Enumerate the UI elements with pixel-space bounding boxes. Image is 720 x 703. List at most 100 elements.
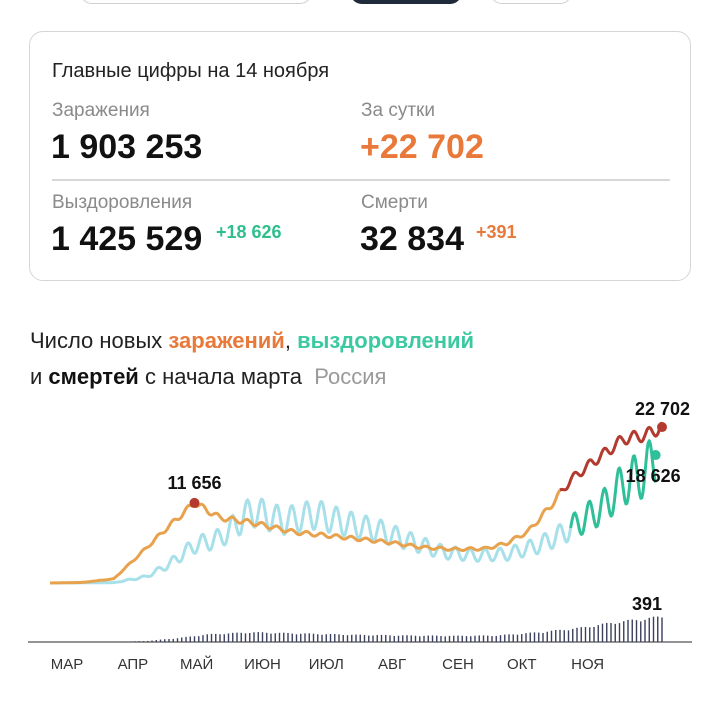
- deaths-bar: [644, 619, 646, 642]
- deaths-bar: [393, 635, 395, 642]
- deaths-bar: [610, 623, 612, 642]
- deaths-bar: [410, 635, 412, 642]
- deaths-last-label: 391: [632, 594, 662, 614]
- deaths-bar: [210, 633, 213, 642]
- deaths-bar: [533, 632, 536, 642]
- deaths-bar: [249, 633, 251, 642]
- deaths-bar: [580, 627, 582, 642]
- deaths-bar: [550, 630, 553, 642]
- deaths-bar: [487, 635, 489, 642]
- deaths-bar: [431, 635, 434, 642]
- deaths-bar: [198, 636, 200, 642]
- deaths-bar: [478, 635, 480, 642]
- recoveries-delta: +18 626: [216, 222, 282, 242]
- deaths-bar: [202, 635, 204, 642]
- headline-text-1: Число новых: [30, 328, 169, 353]
- infections-line-recent: [559, 421, 664, 492]
- deaths-bar: [631, 619, 633, 642]
- deaths-bar: [380, 634, 383, 642]
- deaths-bar: [601, 623, 604, 642]
- deaths-bar: [181, 637, 183, 642]
- deaths-bar: [525, 633, 527, 642]
- infections-marker: [189, 497, 200, 508]
- deaths-bar: [130, 641, 132, 642]
- x-tick-label: МАЙ: [180, 655, 213, 673]
- deaths-bar: [640, 621, 642, 642]
- deaths-bar: [321, 634, 323, 642]
- infections-marker: [657, 422, 667, 433]
- deaths-bar: [419, 636, 421, 642]
- covid-chart: 11 656 22 702 18 626 391 МАР АПР МАЙ ИЮН ИЮЛ АВГ…: [28, 399, 692, 673]
- deaths-bar: [363, 634, 366, 642]
- deaths-bar: [584, 626, 587, 642]
- deaths-bar: [142, 641, 145, 642]
- deaths-bar: [576, 627, 578, 642]
- top-tab-right[interactable]: [490, 0, 572, 4]
- summary-title: Главные цифры на 14 ноября: [52, 60, 330, 82]
- deaths-bar: [185, 636, 187, 642]
- deaths-bar: [623, 621, 625, 642]
- deaths-bar: [219, 634, 221, 642]
- deaths-bar: [504, 634, 506, 642]
- deaths-bar: [244, 633, 247, 642]
- deaths-bar: [614, 623, 616, 642]
- recoveries-marker: [650, 450, 661, 461]
- deaths-bar: [555, 629, 557, 642]
- deaths-bar: [155, 640, 157, 642]
- deaths-bar: [215, 633, 217, 642]
- deaths-bar: [206, 634, 208, 642]
- deaths-bar: [189, 636, 191, 642]
- deaths-bar: [227, 633, 230, 642]
- recoveries-line-recent: [569, 439, 658, 536]
- top-tab-middle[interactable]: [350, 0, 462, 4]
- deaths-bar: [546, 631, 548, 642]
- deaths-bar: [482, 635, 485, 642]
- deaths-bar: [474, 635, 476, 642]
- deaths-bar: [283, 632, 285, 642]
- x-tick-label: АПР: [118, 656, 149, 673]
- deaths-bar: [516, 634, 519, 642]
- deaths-bar: [461, 635, 463, 642]
- deaths-bar: [440, 636, 442, 642]
- deaths-bar: [593, 627, 595, 642]
- headline-infections: заражений: [168, 328, 285, 353]
- daily-value: +22 702: [360, 128, 484, 166]
- deaths-bar: [359, 634, 361, 642]
- deaths-bar: [236, 632, 238, 642]
- x-tick-label: АВГ: [378, 656, 406, 673]
- deaths-bar: [351, 634, 353, 642]
- deaths-bar: [164, 639, 166, 642]
- deaths-bar: [308, 633, 310, 642]
- deaths-value: 32 834: [360, 220, 464, 258]
- top-tab-left[interactable]: [80, 0, 312, 4]
- deaths-bar: [334, 633, 336, 642]
- deaths-bar: [661, 617, 663, 642]
- deaths-bar: [427, 635, 429, 642]
- deaths-bar: [444, 636, 446, 642]
- deaths-bar: [300, 633, 302, 642]
- deaths-bar: [406, 635, 408, 642]
- deaths-bar: [312, 633, 315, 642]
- deaths-bar: [134, 641, 136, 642]
- deaths-bar: [423, 635, 425, 642]
- deaths-bar: [453, 635, 455, 642]
- daily-label: За сутки: [361, 100, 435, 121]
- headline-region[interactable]: Россия: [314, 364, 387, 389]
- headline-text-2: и: [30, 364, 49, 389]
- deaths-bar: [295, 634, 298, 642]
- deaths-bar: [193, 636, 196, 642]
- deaths-bar: [559, 629, 561, 642]
- headline-text-3: с начала марта: [138, 364, 303, 389]
- recoveries-value: 1 425 529: [51, 220, 203, 258]
- deaths-bars: [28, 616, 692, 643]
- deaths-bar: [542, 632, 544, 642]
- deaths-bar: [338, 634, 340, 642]
- x-tick-label: СЕН: [442, 656, 474, 673]
- infections-label: Заражения: [52, 100, 150, 121]
- deaths-bar: [652, 616, 655, 642]
- deaths-bar: [567, 630, 570, 642]
- deaths-bar: [597, 625, 599, 642]
- recoveries-last-label: 18 626: [626, 466, 681, 486]
- deaths-bar: [151, 640, 153, 642]
- deaths-bar: [389, 635, 391, 642]
